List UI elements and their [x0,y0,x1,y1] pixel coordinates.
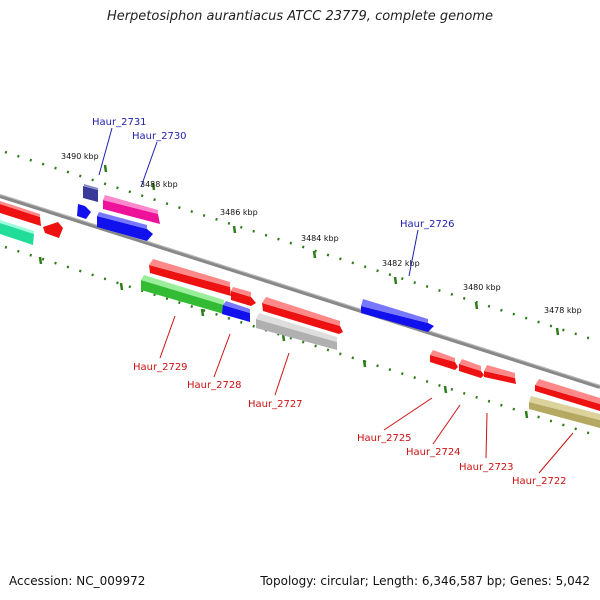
gene-label-haur-2727[interactable]: Haur_2727 [248,399,303,410]
leader-line [140,141,158,188]
gene-label-haur-2729[interactable]: Haur_2729 [133,362,188,373]
topology-text: Topology: circular; Length: 6,346,587 bp… [260,574,590,588]
gene-labels-top: Haur_2731 Haur_2730 Haur_2726 [92,117,455,230]
gene-feature-top [141,275,224,305]
major-tick-3478 [555,327,560,336]
leader-line [538,432,574,474]
leader-line [485,412,488,459]
major-tick-lower-1 [38,256,43,265]
gene-label-haur-2731[interactable]: Haur_2731 [92,117,147,128]
gene-label-haur-2725[interactable]: Haur_2725 [357,433,412,444]
gene-feature-top [84,184,98,190]
gene-feature-top [0,220,34,234]
gene-feature-red[interactable] [149,265,231,296]
gene-feature-haur-2728[interactable] [222,305,250,322]
gene-feature-haur-2725[interactable] [430,355,458,370]
position-label: 3478 kbp [544,306,582,315]
major-ticks [38,164,560,419]
map-title: Herpetosiphon aurantiacus ATCC 23779, co… [106,9,494,24]
gene-label-haur-2723[interactable]: Haur_2723 [459,462,514,473]
gene-label-haur-2728[interactable]: Haur_2728 [187,380,242,391]
major-tick-lower-2 [119,282,124,291]
gene-feature-haur-2727[interactable] [256,319,337,350]
gene-label-haur-2722[interactable]: Haur_2722 [512,476,567,487]
gene-features [0,184,600,428]
gene-feature-top [231,287,251,297]
gene-feature-blue[interactable] [77,204,91,219]
gene-feature-red[interactable] [0,204,41,226]
gene-feature-haur-2729[interactable] [141,280,224,314]
gene-feature-top [430,350,455,362]
gene-feature-top [223,301,250,313]
gene-feature-haur-2723[interactable] [484,371,516,384]
gene-feature-top [459,359,481,371]
major-tick-lower-5 [362,359,367,368]
gene-feature-top [361,299,428,323]
gene-feature-top [149,259,230,287]
major-tick-3482 [393,276,398,285]
gene-feature-top [535,379,600,404]
major-tick-lower-7 [524,410,529,419]
position-label: 3484 kbp [301,234,339,243]
position-label: 3480 kbp [463,283,501,292]
gene-label-haur-2730[interactable]: Haur_2730 [132,131,187,142]
leader-line [383,397,433,431]
major-tick-3488 [151,182,156,191]
major-tick-3484 [312,250,317,259]
major-tick-lower-3 [200,308,205,317]
gene-feature-red[interactable] [535,385,600,411]
major-tick-3490 [103,164,108,173]
position-labels: 3490 kbp 3488 kbp 3486 kbp 3484 kbp 3482… [61,152,582,315]
backbone [0,194,600,389]
gene-feature-haur-2722[interactable] [529,402,600,428]
gene-label-haur-2726[interactable]: Haur_2726 [400,219,455,230]
gene-labels-bottom: Haur_2729 Haur_2728 Haur_2727 Haur_2725 … [133,362,567,487]
leader-line [98,127,113,176]
gene-feature-top [97,212,147,229]
gene-feature-haur-2731[interactable] [83,186,98,202]
position-label: 3486 kbp [220,208,258,217]
major-tick-lower-6 [443,385,448,394]
gene-label-haur-2724[interactable]: Haur_2724 [406,447,461,458]
gene-feature-top [256,313,337,342]
leader-line [408,229,419,277]
major-tick-3480 [474,301,479,310]
leader-line [274,352,290,396]
gene-feature-top [484,365,515,378]
gene-feature-top [0,201,40,217]
leader-line [213,333,231,378]
position-label: 3482 kbp [382,259,420,268]
gene-feature-haur-2724[interactable] [459,364,484,378]
major-tick-3486 [232,225,237,234]
leader-line [159,315,176,359]
position-label: 3488 kbp [140,180,178,189]
gene-feature-top [262,297,340,326]
leader-line [432,404,461,445]
gene-feature-haur-2730[interactable] [103,200,160,224]
gene-feature-haur-2726[interactable] [361,306,434,332]
gene-feature-red[interactable] [231,291,256,306]
position-label: 3490 kbp [61,152,99,161]
leader-lines [98,127,574,474]
gene-feature-top [103,195,158,214]
gene-feature-red[interactable] [43,222,63,238]
gene-feature-blue[interactable] [97,216,153,241]
gene-feature-top [529,396,600,420]
backbone-line [0,194,600,389]
backbone-highlight [0,194,600,386]
gene-feature-teal[interactable] [0,223,34,245]
gene-feature-red[interactable] [262,303,343,334]
accession-text: Accession: NC_009972 [9,574,146,588]
